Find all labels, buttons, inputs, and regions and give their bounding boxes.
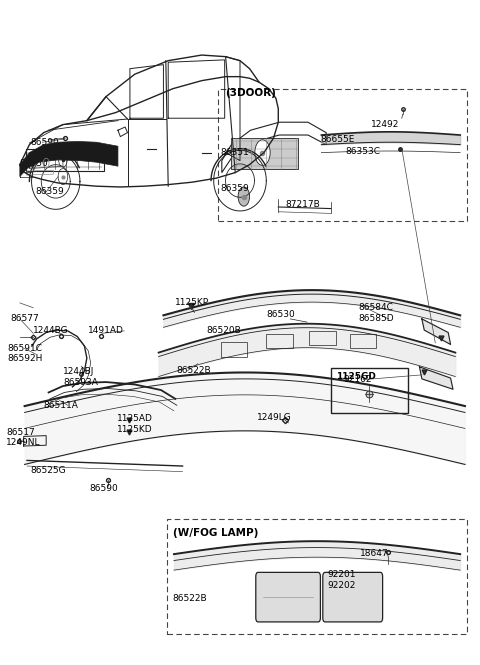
Bar xyxy=(221,342,247,357)
Text: 1125KD: 1125KD xyxy=(117,425,152,434)
Text: 86590: 86590 xyxy=(31,138,60,147)
Text: 86359: 86359 xyxy=(221,184,250,193)
FancyBboxPatch shape xyxy=(256,573,321,622)
Text: 86353C: 86353C xyxy=(345,146,380,156)
Text: 92162: 92162 xyxy=(343,375,372,384)
Polygon shape xyxy=(422,319,451,344)
Text: (W/FOG LAMP): (W/FOG LAMP) xyxy=(173,529,258,539)
Text: 87217B: 87217B xyxy=(285,200,320,209)
Text: 12492: 12492 xyxy=(371,120,399,129)
Text: 18647: 18647 xyxy=(360,549,388,559)
Text: 86522B: 86522B xyxy=(176,366,211,375)
Text: 86525G: 86525G xyxy=(31,466,66,475)
Text: 1491AD: 1491AD xyxy=(88,327,124,335)
Bar xyxy=(350,334,376,348)
Text: 86585D: 86585D xyxy=(359,315,395,323)
Text: 86520B: 86520B xyxy=(206,326,241,334)
Text: 92202: 92202 xyxy=(327,581,356,590)
Text: (3DOOR): (3DOOR) xyxy=(225,88,276,98)
Text: 1249LG: 1249LG xyxy=(257,413,291,422)
Text: 1125GD: 1125GD xyxy=(336,372,375,380)
Bar xyxy=(231,138,299,169)
Polygon shape xyxy=(420,367,453,389)
Bar xyxy=(310,331,336,345)
Polygon shape xyxy=(20,142,118,177)
Text: 86593A: 86593A xyxy=(63,378,98,386)
Text: 86584C: 86584C xyxy=(359,303,394,312)
Text: 86359: 86359 xyxy=(36,188,64,196)
Circle shape xyxy=(238,187,250,206)
Text: 86592H: 86592H xyxy=(7,354,43,363)
Text: 92201: 92201 xyxy=(327,571,356,579)
Circle shape xyxy=(255,140,270,166)
Text: 86591C: 86591C xyxy=(7,344,42,353)
FancyBboxPatch shape xyxy=(323,573,383,622)
Text: 1125KP: 1125KP xyxy=(175,299,209,307)
Text: 86351: 86351 xyxy=(221,148,250,157)
Text: 86511A: 86511A xyxy=(44,401,79,410)
Text: 1125AD: 1125AD xyxy=(117,414,152,424)
Bar xyxy=(25,148,104,171)
Text: 86522B: 86522B xyxy=(172,595,207,603)
Text: 86577: 86577 xyxy=(10,315,39,323)
Text: 86530: 86530 xyxy=(266,310,295,319)
Text: 86350: 86350 xyxy=(19,160,48,168)
Text: 1249NL: 1249NL xyxy=(6,438,41,448)
Text: 86517: 86517 xyxy=(6,428,35,437)
Text: 86655E: 86655E xyxy=(321,135,355,144)
Bar xyxy=(266,334,293,348)
Text: 86590: 86590 xyxy=(89,484,118,493)
Text: 1244BJ: 1244BJ xyxy=(63,367,94,376)
Text: 1244BG: 1244BG xyxy=(33,327,69,335)
